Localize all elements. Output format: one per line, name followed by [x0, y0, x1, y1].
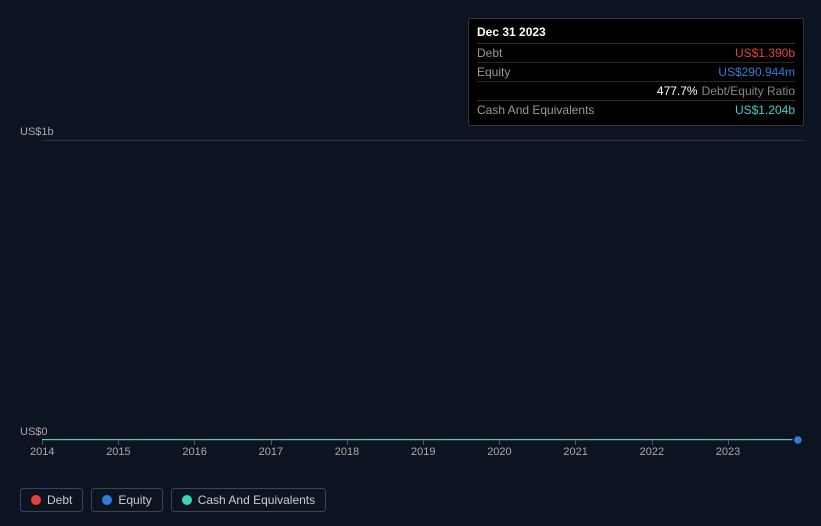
x-axis-tick: [499, 440, 500, 445]
tooltip-label: Equity: [477, 65, 510, 79]
x-axis-tick: [423, 440, 424, 445]
marker-dot-equity: [793, 435, 802, 444]
x-axis-tick: [575, 440, 576, 445]
x-axis-label: 2021: [563, 446, 587, 458]
legend-item-debt[interactable]: Debt: [20, 488, 83, 512]
x-axis-label: 2014: [30, 446, 54, 458]
tooltip-value: 477.7%Debt/Equity Ratio: [657, 84, 795, 98]
legend-item-equity[interactable]: Equity: [91, 488, 162, 512]
tooltip-value: US$1.390b: [735, 46, 795, 60]
legend-label: Cash And Equivalents: [198, 493, 315, 507]
x-axis-label: 2016: [182, 446, 206, 458]
x-axis-label: 2022: [640, 446, 664, 458]
chart-legend: Debt Equity Cash And Equivalents: [20, 488, 326, 512]
chart-tooltip: Dec 31 2023 Debt US$1.390b Equity US$290.94…: [468, 18, 804, 126]
legend-swatch: [182, 495, 192, 505]
x-axis-label: 2020: [487, 446, 511, 458]
legend-label: Debt: [47, 493, 72, 507]
tooltip-row: Debt US$1.390b: [477, 43, 795, 62]
x-axis-tick: [271, 440, 272, 445]
x-axis-label: 2023: [716, 446, 740, 458]
legend-swatch: [31, 495, 41, 505]
tooltip-row: 477.7%Debt/Equity Ratio: [477, 81, 795, 100]
tooltip-value: US$1.204b: [735, 103, 795, 117]
x-axis-tick: [118, 440, 119, 445]
tooltip-value: US$290.944m: [718, 65, 795, 79]
x-axis-label: 2015: [106, 446, 130, 458]
x-axis-tick: [728, 440, 729, 445]
legend-item-cash-and-equivalents[interactable]: Cash And Equivalents: [171, 488, 326, 512]
x-axis-label: 2018: [335, 446, 359, 458]
x-axis-tick: [194, 440, 195, 445]
tooltip-label: Cash And Equivalents: [477, 103, 594, 117]
legend-label: Equity: [118, 493, 151, 507]
tooltip-label: Debt: [477, 46, 502, 60]
tooltip-row: Equity US$290.944m: [477, 62, 795, 81]
x-axis-tick: [42, 440, 43, 445]
tooltip-row: Cash And Equivalents US$1.204b: [477, 100, 795, 119]
x-axis-tick: [347, 440, 348, 445]
x-axis-tick: [652, 440, 653, 445]
x-axis-label: 2019: [411, 446, 435, 458]
x-axis-label: 2017: [259, 446, 283, 458]
legend-swatch: [102, 495, 112, 505]
tooltip-date: Dec 31 2023: [477, 25, 795, 39]
